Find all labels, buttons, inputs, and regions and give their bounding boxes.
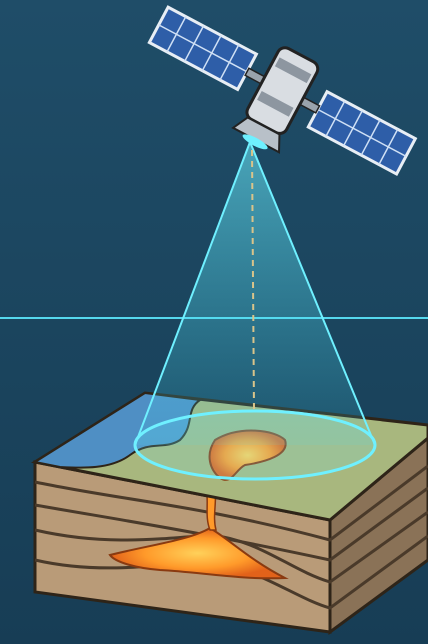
beam-footprint: [135, 411, 375, 479]
page: [0, 0, 428, 644]
illustration: [0, 0, 428, 644]
